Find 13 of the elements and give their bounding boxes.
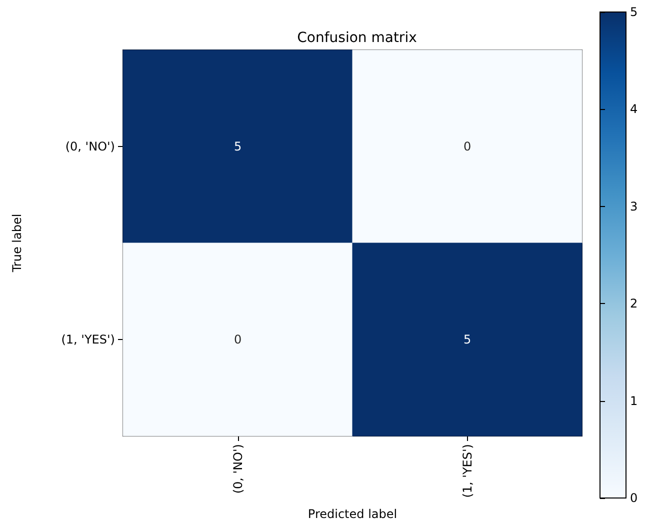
- x-axis-title: Predicted label: [308, 507, 398, 521]
- data-label: 0: [463, 140, 472, 154]
- y-axis-title: True label: [10, 214, 24, 274]
- color-bar-label: 2: [630, 296, 638, 311]
- data-label: 5: [234, 140, 242, 154]
- color-bar-label: 0: [630, 491, 638, 505]
- color-bar-label: 1: [630, 394, 638, 408]
- data-label: 0: [234, 332, 242, 346]
- color-bar-label: 5: [630, 5, 638, 19]
- data-label: 5: [463, 332, 472, 346]
- color-bar-label: 4: [630, 102, 638, 116]
- color-bar-label: 3: [630, 199, 638, 214]
- chart-title: Confusion matrix: [297, 30, 417, 46]
